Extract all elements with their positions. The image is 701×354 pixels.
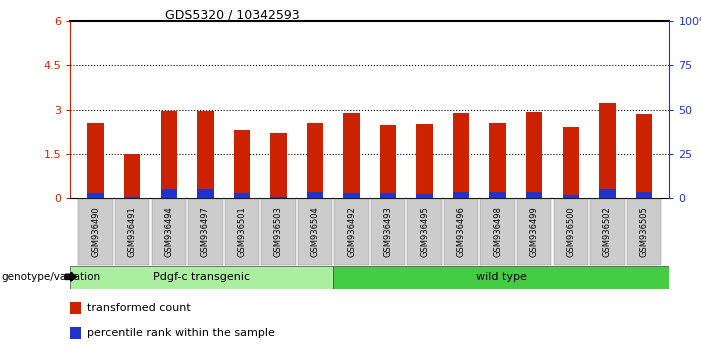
Text: GSM936493: GSM936493 bbox=[383, 206, 393, 257]
Bar bbox=[88, 193, 104, 198]
Bar bbox=[88, 123, 104, 198]
Bar bbox=[636, 114, 652, 198]
Bar bbox=[233, 193, 250, 198]
Bar bbox=[563, 195, 579, 198]
Text: GSM936503: GSM936503 bbox=[274, 206, 283, 257]
Bar bbox=[307, 192, 323, 198]
Bar bbox=[636, 192, 652, 198]
FancyBboxPatch shape bbox=[70, 266, 333, 289]
Text: GSM936495: GSM936495 bbox=[420, 206, 429, 257]
Bar bbox=[453, 192, 470, 198]
Bar bbox=[197, 189, 214, 198]
Text: GDS5320 / 10342593: GDS5320 / 10342593 bbox=[165, 9, 299, 22]
Bar bbox=[307, 123, 323, 198]
Text: GSM936496: GSM936496 bbox=[456, 206, 465, 257]
FancyBboxPatch shape bbox=[627, 199, 661, 265]
FancyBboxPatch shape bbox=[115, 199, 149, 265]
Bar bbox=[526, 192, 543, 198]
FancyBboxPatch shape bbox=[261, 199, 296, 265]
Text: GSM936499: GSM936499 bbox=[530, 206, 539, 257]
Bar bbox=[343, 193, 360, 198]
Text: GSM936500: GSM936500 bbox=[566, 206, 576, 257]
Text: percentile rank within the sample: percentile rank within the sample bbox=[87, 328, 275, 338]
Bar bbox=[197, 111, 214, 198]
FancyBboxPatch shape bbox=[151, 199, 186, 265]
Bar bbox=[416, 194, 433, 198]
Bar bbox=[489, 192, 506, 198]
FancyBboxPatch shape bbox=[517, 199, 552, 265]
Text: GSM936491: GSM936491 bbox=[128, 206, 137, 257]
FancyBboxPatch shape bbox=[333, 266, 669, 289]
Text: GSM936501: GSM936501 bbox=[238, 206, 246, 257]
Text: GSM936502: GSM936502 bbox=[603, 206, 612, 257]
FancyBboxPatch shape bbox=[371, 199, 405, 265]
FancyBboxPatch shape bbox=[188, 199, 222, 265]
Text: GSM936490: GSM936490 bbox=[91, 206, 100, 257]
Text: GSM936492: GSM936492 bbox=[347, 206, 356, 257]
Bar bbox=[453, 113, 470, 198]
FancyBboxPatch shape bbox=[444, 199, 478, 265]
Bar bbox=[161, 110, 177, 198]
Bar bbox=[489, 123, 506, 198]
FancyBboxPatch shape bbox=[79, 199, 113, 265]
Text: genotype/variation: genotype/variation bbox=[1, 272, 100, 282]
Text: Pdgf-c transgenic: Pdgf-c transgenic bbox=[153, 272, 250, 282]
Bar bbox=[416, 124, 433, 198]
Bar bbox=[124, 197, 140, 198]
Bar bbox=[599, 188, 615, 198]
FancyBboxPatch shape bbox=[480, 199, 515, 265]
Bar bbox=[563, 127, 579, 198]
Bar bbox=[380, 193, 396, 198]
FancyBboxPatch shape bbox=[334, 199, 369, 265]
FancyBboxPatch shape bbox=[224, 199, 259, 265]
Text: wild type: wild type bbox=[476, 272, 526, 282]
FancyBboxPatch shape bbox=[590, 199, 625, 265]
Bar bbox=[233, 130, 250, 198]
FancyBboxPatch shape bbox=[298, 199, 332, 265]
Text: GSM936497: GSM936497 bbox=[200, 206, 210, 257]
Text: GSM936505: GSM936505 bbox=[639, 206, 648, 257]
Bar bbox=[161, 189, 177, 198]
Bar bbox=[270, 133, 287, 198]
Text: transformed count: transformed count bbox=[87, 303, 191, 313]
Bar bbox=[270, 197, 287, 198]
Text: GSM936494: GSM936494 bbox=[164, 206, 173, 257]
Bar bbox=[380, 125, 396, 198]
Text: GSM936498: GSM936498 bbox=[494, 206, 502, 257]
Bar bbox=[124, 154, 140, 198]
Text: GSM936504: GSM936504 bbox=[311, 206, 320, 257]
FancyBboxPatch shape bbox=[407, 199, 442, 265]
Bar bbox=[526, 112, 543, 198]
FancyBboxPatch shape bbox=[554, 199, 588, 265]
Bar bbox=[599, 103, 615, 198]
Bar bbox=[343, 113, 360, 198]
